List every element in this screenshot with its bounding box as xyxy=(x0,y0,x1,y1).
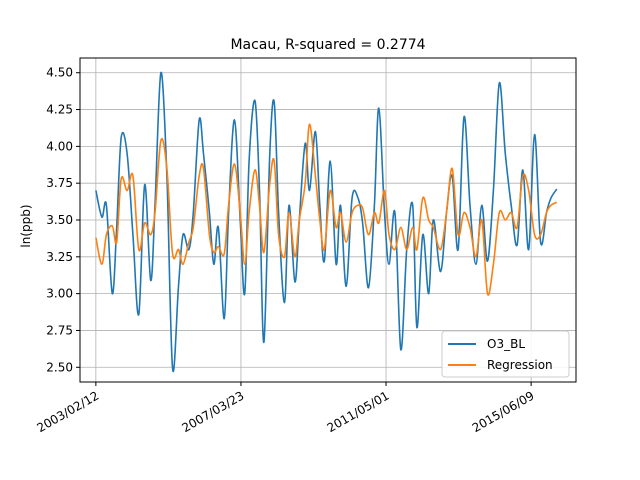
legend: O3_BL Regression xyxy=(441,330,570,378)
y-tick-label: 3.25 xyxy=(46,250,73,264)
y-tick-label: 3.75 xyxy=(46,176,73,190)
x-tick-label: 2003/02/12 xyxy=(34,388,101,435)
chart-title: Macau, R-squared = 0.2774 xyxy=(230,37,425,53)
legend-label: Regression xyxy=(487,358,553,372)
series-line-o3-bl xyxy=(95,71,558,373)
x-tick-label: 2011/05/01 xyxy=(325,388,392,435)
x-tick-label: 2007/03/23 xyxy=(180,388,247,435)
y-tick-label: 4.00 xyxy=(46,139,73,153)
series-line-regression xyxy=(95,123,558,296)
y-tick-label: 3.50 xyxy=(46,213,73,227)
legend-label: O3_BL xyxy=(487,337,525,351)
y-tick-label: 2.75 xyxy=(46,323,73,337)
y-tick-label: 4.25 xyxy=(46,103,73,117)
x-tick-label: 2015/06/09 xyxy=(470,388,537,435)
y-axis-label: ln(ppb) xyxy=(19,204,33,247)
y-tick-label: 3.00 xyxy=(46,287,73,301)
y-tick-label: 2.50 xyxy=(46,360,73,374)
series-layer xyxy=(95,71,558,373)
y-tick-label: 4.50 xyxy=(46,66,73,80)
